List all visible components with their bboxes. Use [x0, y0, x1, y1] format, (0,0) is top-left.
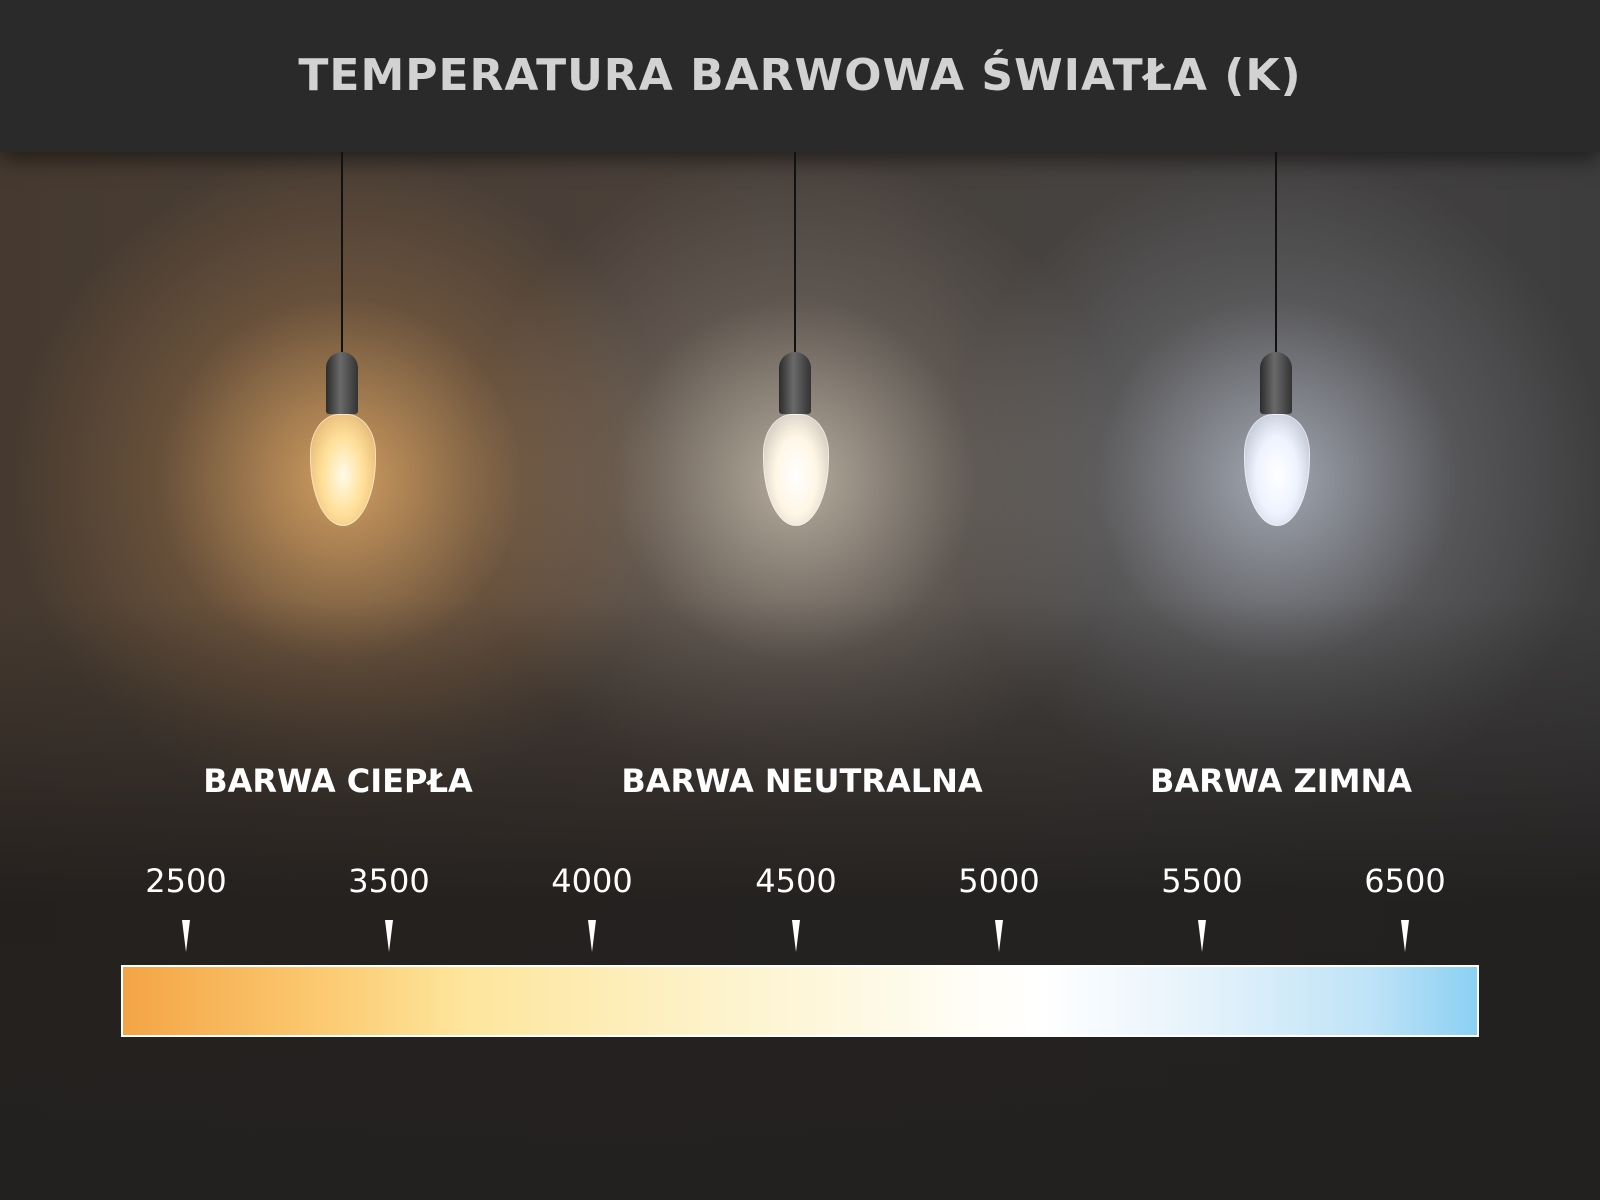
page-title: TEMPERATURA BARWOWA ŚWIATŁA (K)	[298, 49, 1302, 101]
color-temperature-gradient-bar	[121, 965, 1479, 1037]
tick-label: 6500	[1364, 862, 1446, 900]
tick-label: 5500	[1161, 862, 1243, 900]
tick-marker-icon	[1198, 920, 1206, 952]
socket	[1260, 352, 1292, 414]
tick-marker-icon	[385, 920, 393, 952]
header-band: TEMPERATURA BARWOWA ŚWIATŁA (K)	[0, 0, 1600, 152]
bulb-glass	[763, 414, 829, 526]
label-neutral: BARWA NEUTRALNA	[621, 762, 983, 800]
neutral-light-bulb	[755, 152, 835, 542]
tick-marker-icon	[1401, 920, 1409, 952]
cool-light-bulb	[1236, 152, 1316, 542]
tick-marker-icon	[792, 920, 800, 952]
tick-label: 2500	[145, 862, 227, 900]
tick-marker-icon	[588, 920, 596, 952]
tick-label: 5000	[958, 862, 1040, 900]
cable	[341, 152, 343, 357]
tick-label: 4500	[755, 862, 837, 900]
tick-marker-icon	[995, 920, 1003, 952]
tick-label: 3500	[348, 862, 430, 900]
bulb-glass	[310, 414, 376, 526]
label-cool: BARWA ZIMNA	[1149, 762, 1413, 800]
socket	[779, 352, 811, 414]
bulb-glass	[1244, 414, 1310, 526]
label-warm: BARWA CIEPŁA	[203, 762, 473, 800]
cable	[794, 152, 796, 357]
tick-marker-icon	[182, 920, 190, 952]
cable	[1275, 152, 1277, 357]
warm-light-bulb	[302, 152, 382, 542]
socket	[326, 352, 358, 414]
tick-label: 4000	[551, 862, 633, 900]
